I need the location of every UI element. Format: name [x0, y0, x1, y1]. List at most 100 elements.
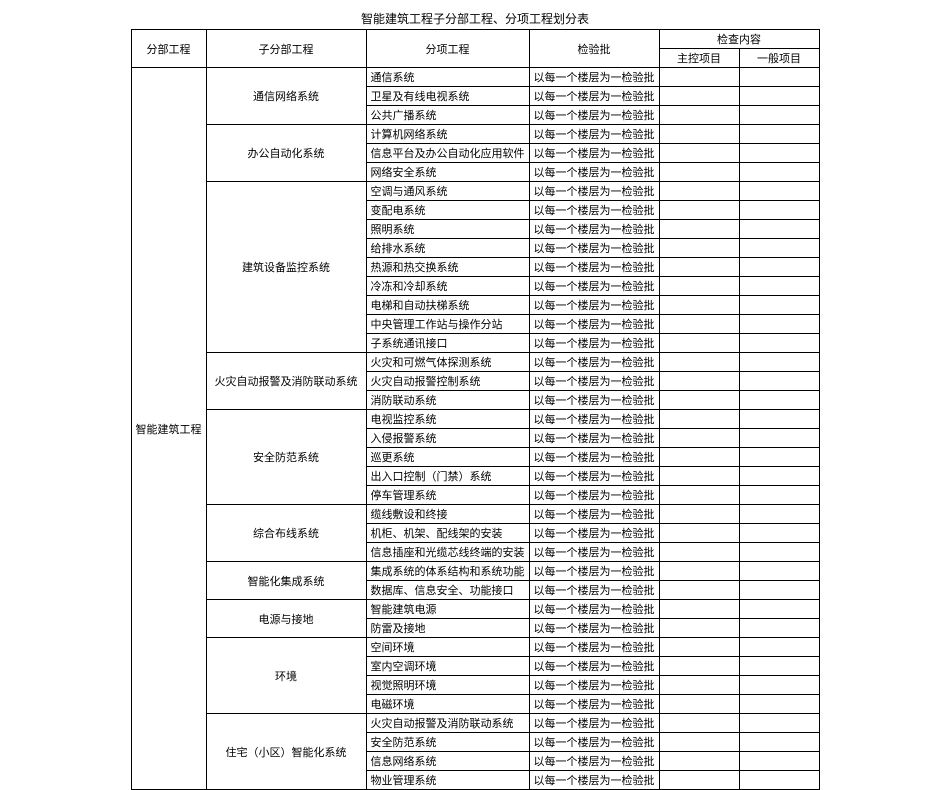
table-row: 电源与接地智能建筑电源以每一个楼层为一检验批 [131, 600, 819, 619]
cell-check-b [739, 353, 819, 372]
cell-item: 视觉照明环境 [366, 676, 529, 695]
cell-check-a [659, 372, 739, 391]
cell-batch: 以每一个楼层为一检验批 [529, 562, 659, 581]
cell-item: 卫星及有线电视系统 [366, 87, 529, 106]
cell-batch: 以每一个楼层为一检验批 [529, 581, 659, 600]
cell-check-a [659, 410, 739, 429]
cell-item: 空调与通风系统 [366, 182, 529, 201]
cell-batch: 以每一个楼层为一检验批 [529, 429, 659, 448]
cell-check-b [739, 277, 819, 296]
cell-check-b [739, 714, 819, 733]
cell-main: 智能建筑工程 [131, 68, 206, 790]
cell-sub: 电源与接地 [206, 600, 366, 638]
cell-check-b [739, 391, 819, 410]
table-row: 办公自动化系统计算机网络系统以每一个楼层为一检验批 [131, 125, 819, 144]
cell-item: 空间环境 [366, 638, 529, 657]
cell-batch: 以每一个楼层为一检验批 [529, 638, 659, 657]
cell-item: 数据库、信息安全、功能接口 [366, 581, 529, 600]
cell-check-b [739, 771, 819, 790]
table-row: 综合布线系统缆线敷设和终接以每一个楼层为一检验批 [131, 505, 819, 524]
th-main: 分部工程 [131, 30, 206, 68]
cell-sub: 环境 [206, 638, 366, 714]
cell-check-b [739, 562, 819, 581]
cell-batch: 以每一个楼层为一检验批 [529, 467, 659, 486]
cell-batch: 以每一个楼层为一检验批 [529, 353, 659, 372]
cell-batch: 以每一个楼层为一检验批 [529, 657, 659, 676]
cell-batch: 以每一个楼层为一检验批 [529, 258, 659, 277]
th-sub: 子分部工程 [206, 30, 366, 68]
cell-check-b [739, 239, 819, 258]
cell-item: 网络安全系统 [366, 163, 529, 182]
cell-check-b [739, 486, 819, 505]
cell-check-a [659, 201, 739, 220]
cell-sub: 通信网络系统 [206, 68, 366, 125]
cell-check-a [659, 486, 739, 505]
cell-sub: 安全防范系统 [206, 410, 366, 505]
cell-check-a [659, 277, 739, 296]
cell-item: 信息平台及办公自动化应用软件 [366, 144, 529, 163]
cell-item: 消防联动系统 [366, 391, 529, 410]
cell-item: 入侵报警系统 [366, 429, 529, 448]
cell-batch: 以每一个楼层为一检验批 [529, 239, 659, 258]
table-row: 建筑设备监控系统空调与通风系统以每一个楼层为一检验批 [131, 182, 819, 201]
cell-item: 室内空调环境 [366, 657, 529, 676]
cell-check-a [659, 600, 739, 619]
cell-item: 计算机网络系统 [366, 125, 529, 144]
division-table: 分部工程 子分部工程 分项工程 检验批 检查内容 主控项目 一般项目 智能建筑工… [131, 29, 820, 790]
cell-batch: 以每一个楼层为一检验批 [529, 182, 659, 201]
cell-check-b [739, 220, 819, 239]
cell-check-b [739, 676, 819, 695]
cell-check-b [739, 410, 819, 429]
cell-check-b [739, 638, 819, 657]
cell-check-a [659, 68, 739, 87]
cell-check-a [659, 163, 739, 182]
cell-check-b [739, 543, 819, 562]
cell-batch: 以每一个楼层为一检验批 [529, 125, 659, 144]
cell-batch: 以每一个楼层为一检验批 [529, 144, 659, 163]
cell-item: 集成系统的体系结构和系统功能 [366, 562, 529, 581]
cell-check-b [739, 144, 819, 163]
cell-batch: 以每一个楼层为一检验批 [529, 600, 659, 619]
cell-item: 巡更系统 [366, 448, 529, 467]
cell-batch: 以每一个楼层为一检验批 [529, 201, 659, 220]
cell-check-b [739, 733, 819, 752]
cell-sub: 住宅（小区）智能化系统 [206, 714, 366, 790]
cell-item: 子系统通讯接口 [366, 334, 529, 353]
table-header: 分部工程 子分部工程 分项工程 检验批 检查内容 主控项目 一般项目 [131, 30, 819, 68]
cell-check-a [659, 334, 739, 353]
cell-check-a [659, 657, 739, 676]
cell-check-b [739, 201, 819, 220]
cell-check-a [659, 562, 739, 581]
cell-item: 火灾和可燃气体探测系统 [366, 353, 529, 372]
table-row: 智能化集成系统集成系统的体系结构和系统功能以每一个楼层为一检验批 [131, 562, 819, 581]
cell-item: 智能建筑电源 [366, 600, 529, 619]
cell-sub: 综合布线系统 [206, 505, 366, 562]
cell-item: 通信系统 [366, 68, 529, 87]
cell-check-b [739, 182, 819, 201]
cell-check-b [739, 163, 819, 182]
cell-check-b [739, 695, 819, 714]
table-row: 住宅（小区）智能化系统火灾自动报警及消防联动系统以每一个楼层为一检验批 [131, 714, 819, 733]
cell-item: 热源和热交换系统 [366, 258, 529, 277]
cell-batch: 以每一个楼层为一检验批 [529, 771, 659, 790]
cell-check-a [659, 752, 739, 771]
cell-batch: 以每一个楼层为一检验批 [529, 448, 659, 467]
cell-check-b [739, 125, 819, 144]
cell-check-a [659, 619, 739, 638]
cell-sub: 办公自动化系统 [206, 125, 366, 182]
cell-batch: 以每一个楼层为一检验批 [529, 315, 659, 334]
cell-check-a [659, 676, 739, 695]
cell-item: 物业管理系统 [366, 771, 529, 790]
cell-batch: 以每一个楼层为一检验批 [529, 524, 659, 543]
cell-check-b [739, 581, 819, 600]
cell-batch: 以每一个楼层为一检验批 [529, 372, 659, 391]
cell-check-b [739, 68, 819, 87]
cell-check-a [659, 733, 739, 752]
cell-item: 电视监控系统 [366, 410, 529, 429]
cell-item: 变配电系统 [366, 201, 529, 220]
cell-check-b [739, 448, 819, 467]
cell-check-a [659, 581, 739, 600]
cell-item: 机柜、机架、配线架的安装 [366, 524, 529, 543]
cell-batch: 以每一个楼层为一检验批 [529, 163, 659, 182]
cell-item: 中央管理工作站与操作分站 [366, 315, 529, 334]
